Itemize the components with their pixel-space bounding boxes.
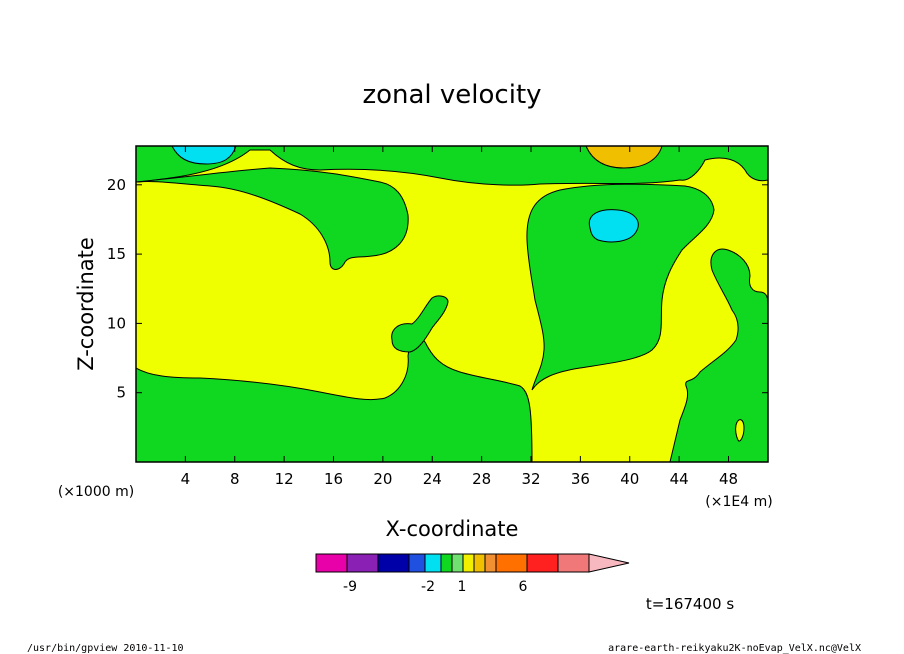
x-tick-label: 16	[324, 470, 343, 488]
time-label: t=167400 s	[646, 595, 734, 613]
y-axis-ticks: 5 10 15 20	[107, 176, 768, 402]
colorbar	[315, 553, 630, 573]
y-axis-label: Z-coordinate	[74, 237, 98, 371]
region-right-structure	[669, 248, 768, 462]
region-small-island	[735, 419, 745, 442]
x-tick-label: 32	[521, 470, 540, 488]
x-far-note: (×1E4 m)	[705, 494, 772, 510]
plot-frame	[135, 145, 769, 463]
region-negative-top-left	[171, 146, 237, 165]
colorbar-swatch	[451, 553, 464, 573]
x-tick-label: 40	[620, 470, 639, 488]
x-tick-label: 4	[181, 470, 191, 488]
x-tick-label: 24	[423, 470, 442, 488]
x-tick-label: 8	[230, 470, 240, 488]
colorbar-swatch	[408, 553, 426, 573]
y-tick-label: 15	[107, 245, 126, 263]
colorbar-swatch	[424, 553, 442, 573]
colorbar-label: 1	[458, 579, 467, 595]
region-lower-band	[136, 337, 533, 462]
colorbar-swatch	[346, 553, 379, 573]
region-upper-left-bulge	[136, 167, 409, 270]
y-tick-label: 5	[116, 384, 126, 402]
colorbar-swatch	[462, 553, 475, 573]
colorbar-swatch	[495, 553, 528, 573]
y-tick-label: 10	[107, 314, 126, 332]
colorbar-swatch	[315, 553, 348, 573]
x-tick-label: 48	[719, 470, 738, 488]
contour-field	[136, 146, 768, 462]
colorbar-extend-arrow	[588, 553, 630, 573]
colorbar-swatch	[484, 553, 497, 573]
footer-right: arare-earth-reikyaku2K-noEvap_VelX.nc@Ve…	[608, 643, 861, 654]
region-positive-top-orange	[585, 146, 663, 169]
footer-left: /usr/bin/gpview 2010-11-10	[27, 643, 184, 654]
colorbar-label: -2	[421, 579, 435, 595]
region-mid-protrusion	[391, 295, 449, 353]
colorbar-swatch	[440, 553, 453, 573]
colorbar-labels: -9 -2 1 6	[343, 579, 528, 595]
colorbar-swatch	[557, 553, 590, 573]
colorbar-label: 6	[519, 579, 528, 595]
colorbar-label: -9	[343, 579, 357, 595]
x-tick-label: 44	[670, 470, 689, 488]
x-axis-label: X-coordinate	[386, 517, 519, 541]
chart-title: zonal velocity	[362, 80, 541, 110]
region-central-blob	[526, 183, 715, 391]
x-axis-ticks: 4 8 12 16 20 24 28 32 36 40 44 48	[181, 146, 738, 488]
y-tick-label: 20	[107, 176, 126, 194]
colorbar-swatch	[526, 553, 559, 573]
x-tick-label: 20	[373, 470, 392, 488]
colorbar-swatch	[473, 553, 486, 573]
region-negative-central	[588, 209, 639, 243]
x-tick-label: 12	[275, 470, 294, 488]
x-scale-note: (×1000 m)	[58, 484, 134, 500]
x-tick-label: 36	[571, 470, 590, 488]
colorbar-swatch	[377, 553, 410, 573]
x-tick-label: 28	[472, 470, 491, 488]
